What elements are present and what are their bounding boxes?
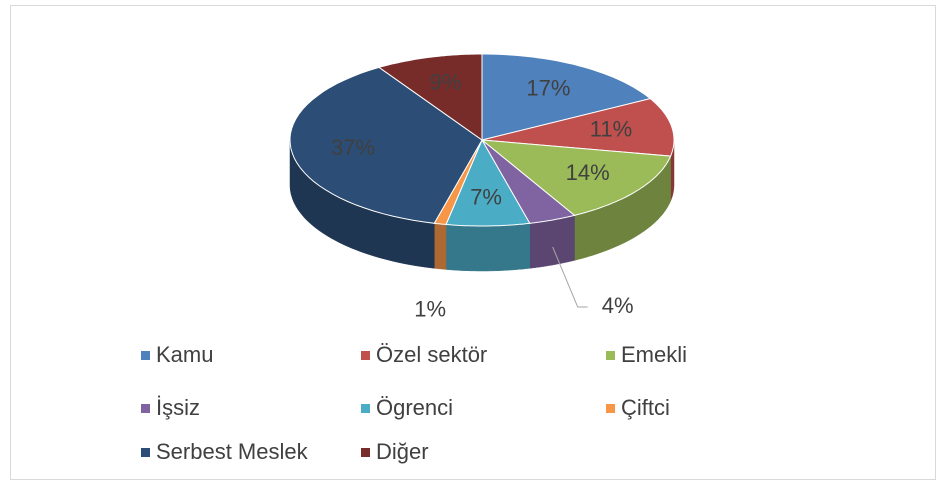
legend-swatch <box>606 351 615 360</box>
pie-slice <box>481 139 576 224</box>
pie-slice <box>377 53 483 141</box>
pie-slice-side <box>445 223 530 272</box>
legend-label: Diğer <box>376 439 429 464</box>
data-label: 37% <box>331 135 375 160</box>
data-label: 9% <box>430 70 462 95</box>
legend-swatch <box>361 404 370 413</box>
data-label: 17% <box>526 75 570 100</box>
pie-slice-side <box>529 215 575 269</box>
data-label: 11% <box>590 117 632 142</box>
legend-label: Çiftci <box>621 395 670 420</box>
data-label: 1% <box>414 297 446 322</box>
legend-swatch <box>361 448 370 457</box>
legend-label: Özel sektör <box>376 342 487 367</box>
legend-label: Serbest Meslek <box>156 439 309 464</box>
pie-slice <box>480 139 672 216</box>
pie-slice-side <box>434 223 447 270</box>
legend-swatch <box>141 448 150 457</box>
legend-swatch <box>141 351 150 360</box>
legend-label: İşsiz <box>156 395 200 420</box>
legend-swatch <box>141 404 150 413</box>
pie-slice <box>481 53 652 141</box>
data-label: 4% <box>602 293 634 318</box>
pie-slice <box>481 98 675 157</box>
legend-label: Emekli <box>621 342 687 367</box>
data-label: 14% <box>566 160 610 185</box>
pie-slice <box>445 138 531 227</box>
leader-line <box>552 246 588 308</box>
data-label: 7% <box>470 184 502 209</box>
legend-label: Ögrenci <box>376 395 453 420</box>
legend-swatch <box>361 351 370 360</box>
legend-label: Kamu <box>156 342 213 367</box>
legend-swatch <box>606 404 615 413</box>
